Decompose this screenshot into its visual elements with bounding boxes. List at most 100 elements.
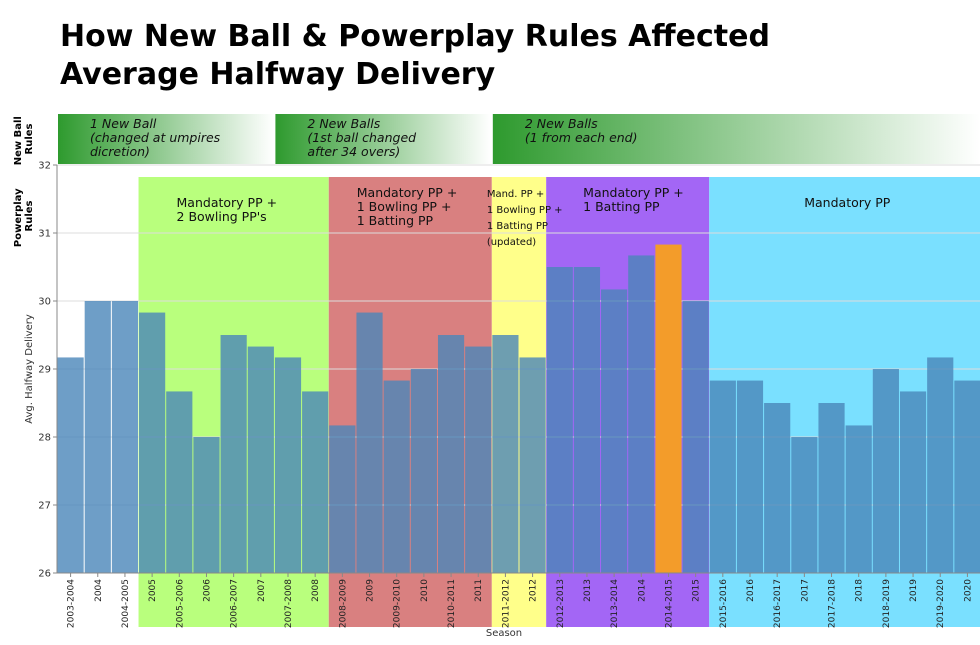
bar [356, 312, 383, 573]
powerplay-row-label-line-1: Powerplay [13, 188, 24, 247]
powerplay-band-label-3: Mandatory PP +1 Batting PP [583, 185, 684, 214]
new-ball-band-label-line: (changed at umpires [90, 130, 221, 145]
chart-title-line-2: Average Halfway Delivery [60, 57, 496, 92]
x-tick-label: 2006 [202, 579, 212, 602]
new-ball-band-label-line: 2 New Balls [307, 116, 380, 131]
x-tick-label: 2018-2019 [882, 579, 892, 628]
x-tick-label: 2011 [474, 579, 484, 602]
bar [329, 425, 356, 573]
bar [546, 267, 573, 573]
bar [465, 346, 492, 573]
bar [899, 391, 927, 573]
chart-title-line-1: How New Ball & Powerplay Rules Affected [60, 19, 770, 54]
x-tick-label: 2016-2017 [773, 579, 783, 628]
x-axis: 2003-2004 2004 2004-2005 2005 2005-2006 2006 2… [57, 572, 980, 628]
bar [872, 369, 899, 573]
y-tick-label: 31 [38, 229, 51, 240]
bar [682, 301, 709, 573]
x-tick-label: 2017-2018 [828, 579, 838, 628]
y-tick-label: 32 [38, 161, 51, 172]
bar [84, 301, 111, 573]
x-tick-label: 2007-2008 [284, 579, 294, 628]
x-tick-label: 2010-2011 [447, 579, 457, 628]
bar [274, 357, 302, 573]
x-tick-label: 2012-2013 [556, 579, 566, 628]
bar [247, 346, 274, 573]
bars [57, 244, 980, 573]
x-tick-label: 2011-2012 [501, 579, 511, 628]
bar [709, 380, 736, 573]
x-tick-label: 2010 [420, 579, 430, 602]
powerplay-band-3 [546, 177, 710, 627]
powerplay-band-label-line: Mand. PP + [487, 189, 544, 200]
powerplay-band-label-0: Mandatory PP +2 Bowling PP's [177, 195, 278, 224]
x-tick-label: 2004-2005 [121, 579, 131, 628]
x-tick-label: 2016 [746, 579, 756, 602]
powerplay-band-label-line: (updated) [487, 237, 536, 248]
powerplay-rules-row-label-group: Powerplay Rules [13, 188, 35, 247]
x-tick-label: 2008 [311, 579, 321, 602]
bar [193, 437, 220, 573]
y-tick-label: 28 [38, 433, 51, 444]
bar [410, 369, 437, 573]
x-tick-label: 2007 [257, 579, 267, 602]
new-ball-band-label-line: dicretion) [90, 144, 150, 159]
x-tick-label: 2008-2009 [338, 579, 348, 628]
bar [302, 391, 329, 573]
bar [818, 403, 845, 573]
y-tick-label: 30 [38, 297, 51, 308]
y-tick-label: 27 [38, 501, 51, 512]
new-ball-band-label-1: 2 New Balls (1st ball changed after 34 ove… [307, 116, 416, 159]
new-ball-band-label-line: after 34 overs) [307, 144, 400, 159]
y-tick-label: 26 [38, 569, 51, 580]
bar [492, 335, 519, 573]
x-tick-label: 2009-2010 [393, 579, 403, 628]
powerplay-band-label-line: 1 Bowling PP + [487, 205, 563, 216]
bar [111, 301, 139, 573]
y-tick-label: 29 [38, 365, 51, 376]
x-tick-label: 2005 [148, 579, 158, 602]
x-tick-label: 2017 [800, 579, 810, 602]
x-tick-label: 2020 [963, 579, 973, 602]
bar [437, 335, 465, 573]
new-ball-band-label-line: 1 New Ball [90, 116, 157, 131]
bar [601, 289, 628, 573]
x-tick-label: 2005-2006 [175, 579, 185, 628]
new-ball-band-1 [275, 114, 491, 164]
new-ball-band-label-line: (1st ball changed [307, 130, 416, 145]
x-tick-label: 2018 [855, 579, 865, 602]
y-axis-label: Avg. Halfway Delivery [24, 314, 35, 424]
bar [764, 403, 791, 573]
x-tick-label: 2013-2014 [610, 579, 620, 628]
y-axis: 26 27 28 29 30 31 32 [38, 161, 58, 580]
x-tick-label: 2015-2016 [719, 579, 729, 628]
bar [139, 312, 166, 573]
bar [628, 255, 655, 573]
new-ball-row-label-line-1: New Ball [13, 116, 24, 165]
new-ball-band-2 [492, 114, 980, 164]
bar [845, 425, 872, 573]
powerplay-band-label-line: 1 Batting PP [357, 213, 434, 228]
x-tick-label: 2012 [529, 579, 539, 602]
bar [166, 391, 193, 573]
bar [383, 380, 410, 573]
powerplay-band-label-line: Mandatory PP + [177, 195, 278, 210]
bar [736, 380, 764, 573]
x-tick-label: 2014 [637, 579, 647, 602]
new-ball-band-label-2: 2 New Balls (1 from each end) [525, 116, 638, 145]
new-ball-band-0 [58, 114, 274, 164]
x-tick-label: 2015 [692, 579, 702, 602]
powerplay-band-label-line: Mandatory PP [804, 195, 891, 210]
bar [927, 357, 954, 573]
x-axis-label: Season [486, 628, 522, 639]
powerplay-band-label-4: Mandatory PP [804, 195, 891, 210]
powerplay-band-label-2: Mand. PP + 1 Bowling PP + 1 Batting PP (upd… [487, 189, 563, 248]
bar [57, 357, 84, 573]
powerplay-band-label-line: 1 Bowling PP + [357, 199, 452, 214]
bar [954, 380, 980, 573]
powerplay-band-label-line: Mandatory PP + [357, 185, 458, 200]
new-ball-bands: 1 New Ball (changed at umpires dicretion) 2… [58, 114, 980, 164]
powerplay-band-1 [328, 177, 492, 627]
